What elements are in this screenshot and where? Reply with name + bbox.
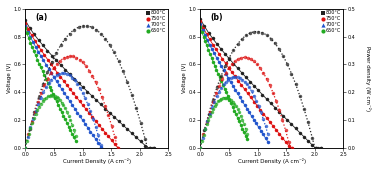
Y-axis label: Power density (W cm⁻²): Power density (W cm⁻²) <box>365 46 371 111</box>
Legend: 800°C, 750°C, 700°C, 650°C: 800°C, 750°C, 700°C, 650°C <box>146 10 166 34</box>
X-axis label: Current Density (A cm⁻²): Current Density (A cm⁻²) <box>238 158 306 164</box>
Legend: 800°C, 750°C, 700°C, 650°C: 800°C, 750°C, 700°C, 650°C <box>321 10 341 34</box>
Y-axis label: Voltage (V): Voltage (V) <box>7 63 12 94</box>
Y-axis label: Voltage (V): Voltage (V) <box>182 63 187 94</box>
Text: (b): (b) <box>210 13 223 22</box>
X-axis label: Current Density (A cm⁻²): Current Density (A cm⁻²) <box>63 158 131 164</box>
Text: (a): (a) <box>35 13 48 22</box>
